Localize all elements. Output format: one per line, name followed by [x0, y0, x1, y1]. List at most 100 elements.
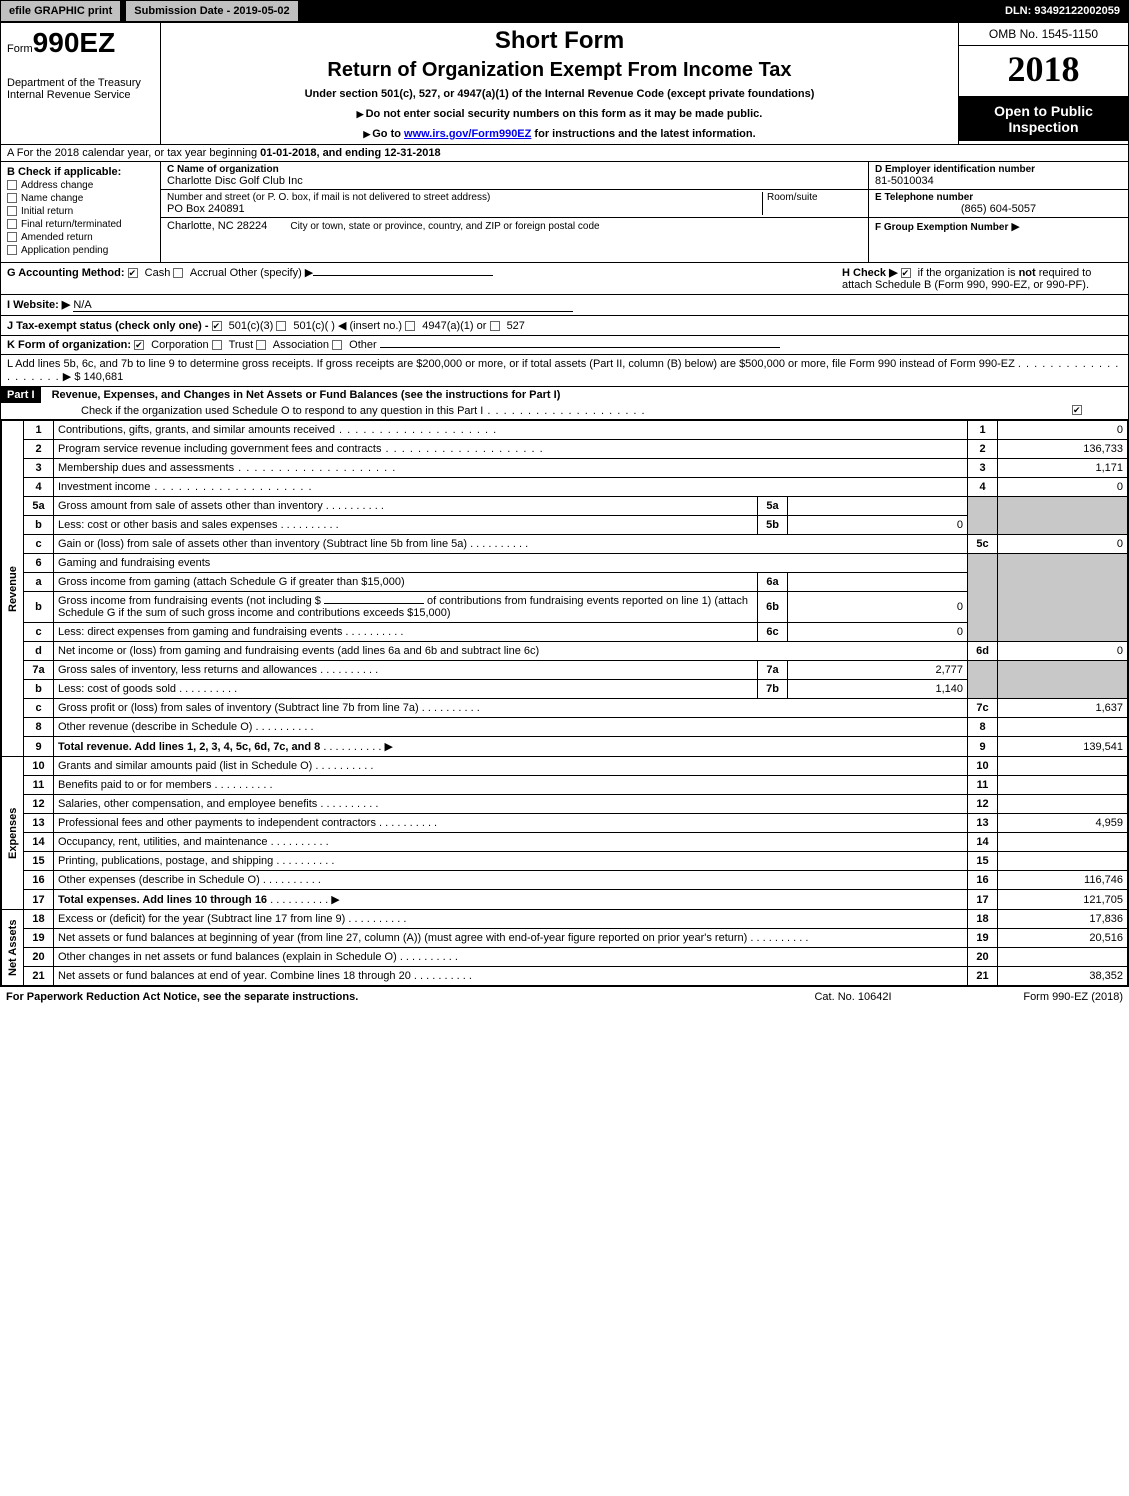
line-j: J Tax-exempt status (check only one) - 5…	[1, 316, 1128, 336]
d-label: D Employer identification number	[875, 164, 1122, 175]
main-table: Revenue 1 Contributions, gifts, grants, …	[1, 420, 1128, 986]
instr-2-post: for instructions and the latest informat…	[531, 128, 755, 140]
row-rval: 0	[998, 535, 1128, 554]
dept-treasury: Department of the Treasury	[7, 77, 154, 89]
row-rval	[998, 852, 1128, 871]
check-501c[interactable]	[276, 321, 286, 331]
line-g-h: G Accounting Method: Cash Accrual Other …	[1, 263, 1128, 295]
row-rnum: 5c	[968, 535, 998, 554]
table-row: 5a Gross amount from sale of assets othe…	[2, 497, 1128, 516]
check-trust[interactable]	[212, 340, 222, 350]
irs-link[interactable]: www.irs.gov/Form990EZ	[404, 128, 531, 140]
row-desc: Membership dues and assessments	[58, 462, 234, 474]
row-num: 6	[24, 554, 54, 573]
row-num: c	[24, 623, 54, 642]
row-desc: Contributions, gifts, grants, and simila…	[58, 424, 335, 436]
room-label: Room/suite	[767, 192, 862, 203]
table-row: 6 Gaming and fundraising events	[2, 554, 1128, 573]
row-desc: Less: cost or other basis and sales expe…	[58, 519, 278, 531]
footer: For Paperwork Reduction Act Notice, see …	[0, 987, 1129, 1007]
f-label: F Group Exemption Number	[875, 222, 1008, 233]
row-desc: Gross amount from sale of assets other t…	[58, 500, 323, 512]
check-amended-return[interactable]	[7, 232, 17, 242]
row-rval: 0	[998, 421, 1128, 440]
row-num: 8	[24, 718, 54, 737]
section-b-checks: B Check if applicable: Address change Na…	[1, 162, 161, 262]
table-row: 9 Total revenue. Add lines 1, 2, 3, 4, 5…	[2, 737, 1128, 757]
row-rnum: 19	[968, 929, 998, 948]
header: Form990EZ Department of the Treasury Int…	[1, 23, 1128, 145]
check-h[interactable]	[901, 268, 911, 278]
row-rnum: 18	[968, 910, 998, 929]
check-name-change[interactable]	[7, 193, 17, 203]
row-num: 4	[24, 478, 54, 497]
row-desc-pre: Gross income from fundraising events (no…	[58, 595, 324, 607]
row-desc: Investment income	[58, 481, 150, 493]
table-row: 12 Salaries, other compensation, and emp…	[2, 795, 1128, 814]
efile-print-button[interactable]: efile GRAPHIC print	[1, 1, 122, 21]
j-opt4: 527	[507, 320, 525, 332]
table-row: Net Assets 18 Excess or (deficit) for th…	[2, 910, 1128, 929]
form-prefix: Form	[7, 43, 33, 55]
check-accrual[interactable]	[173, 268, 183, 278]
row-desc: Less: cost of goods sold	[58, 683, 176, 695]
table-row: 13 Professional fees and other payments …	[2, 814, 1128, 833]
row-rnum: 21	[968, 967, 998, 986]
row-num: 5a	[24, 497, 54, 516]
row-num: d	[24, 642, 54, 661]
row-rnum: 4	[968, 478, 998, 497]
row-desc: Gaming and fundraising events	[58, 557, 210, 569]
row-rnum: 12	[968, 795, 998, 814]
k-corp: Corporation	[151, 339, 208, 351]
table-row: 7a Gross sales of inventory, less return…	[2, 661, 1128, 680]
irs-label: Internal Revenue Service	[7, 89, 154, 101]
j-text: J Tax-exempt status (check only one) -	[7, 320, 212, 332]
row-rnum: 11	[968, 776, 998, 795]
check-corp[interactable]	[134, 340, 144, 350]
check-address-change[interactable]	[7, 180, 17, 190]
k-label: K Form of organization:	[7, 339, 131, 351]
check-app-pending[interactable]	[7, 245, 17, 255]
row-num: 13	[24, 814, 54, 833]
row-midval	[788, 497, 968, 516]
row-desc: Grants and similar amounts paid (list in…	[58, 760, 312, 772]
open-public-badge: Open to Public Inspection	[959, 97, 1128, 141]
footer-mid: Cat. No. 10642I	[753, 991, 953, 1003]
check-initial-return[interactable]	[7, 206, 17, 216]
row-rval: 116,746	[998, 871, 1128, 890]
dln: DLN: 93492122002059	[997, 1, 1128, 21]
check-final-return[interactable]	[7, 219, 17, 229]
row-desc: Net assets or fund balances at end of ye…	[58, 970, 411, 982]
instr-1: Do not enter social security numbers on …	[366, 108, 763, 120]
check-assoc[interactable]	[256, 340, 266, 350]
table-row: 4 Investment income 4 0	[2, 478, 1128, 497]
row-midnum: 7a	[758, 661, 788, 680]
c-label: C Name of organization	[167, 164, 862, 175]
row-rval	[998, 795, 1128, 814]
check-527[interactable]	[490, 321, 500, 331]
table-row: 8 Other revenue (describe in Schedule O)…	[2, 718, 1128, 737]
row-num: 11	[24, 776, 54, 795]
header-left: Form990EZ Department of the Treasury Int…	[1, 23, 161, 144]
table-row: 17 Total expenses. Add lines 10 through …	[2, 890, 1128, 910]
netassets-sidelabel: Net Assets	[2, 910, 24, 986]
check-4947[interactable]	[405, 321, 415, 331]
row-rnum: 10	[968, 757, 998, 776]
row-midnum: 5b	[758, 516, 788, 535]
check-501c3[interactable]	[212, 321, 222, 331]
row-num: 19	[24, 929, 54, 948]
short-form-title: Short Form	[169, 27, 950, 55]
row-midval: 0	[788, 623, 968, 642]
row-rval: 0	[998, 642, 1128, 661]
tax-year: 2018	[959, 46, 1128, 97]
row-desc: Net assets or fund balances at beginning…	[58, 932, 747, 944]
check-schedule-o[interactable]	[1072, 405, 1082, 415]
h-text1: if the organization is	[918, 267, 1019, 279]
section-a-mid: , and ending	[316, 147, 384, 159]
row-rnum: 3	[968, 459, 998, 478]
check-cash[interactable]	[128, 268, 138, 278]
table-row: b Gross income from fundraising events (…	[2, 592, 1128, 623]
part-1-bar: Part I	[1, 387, 41, 403]
section-a: A For the 2018 calendar year, or tax yea…	[1, 145, 1128, 162]
check-other[interactable]	[332, 340, 342, 350]
